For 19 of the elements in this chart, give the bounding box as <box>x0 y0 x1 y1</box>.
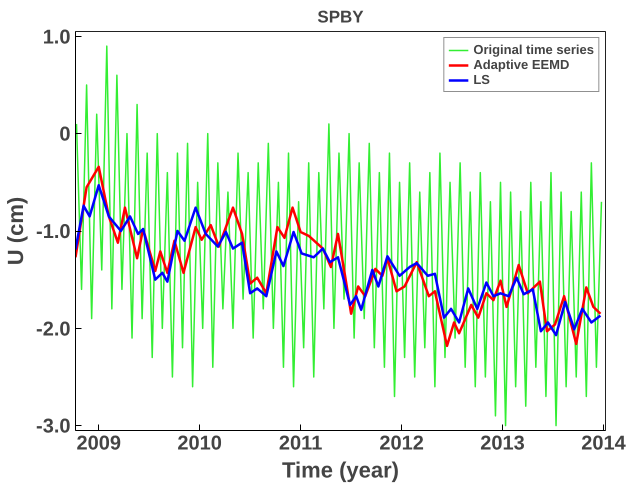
legend-label: Original time series <box>473 42 594 57</box>
x-tick-label: 2011 <box>278 432 322 454</box>
chart-title: SPBY <box>317 8 364 26</box>
x-tick-label: 2012 <box>379 432 424 454</box>
y-tick-label: -3.0 <box>36 416 71 438</box>
x-tick-label: 2010 <box>177 432 222 454</box>
y-tick-label: -2.0 <box>36 318 71 340</box>
y-tick-label: 0 <box>59 124 70 146</box>
x-axis-title: Time (year) <box>282 458 399 482</box>
legend-label: Adaptive EEMD <box>473 57 570 72</box>
y-tick-label: 1.0 <box>42 26 71 48</box>
x-tick-label: 2013 <box>480 432 525 454</box>
line-series <box>76 45 602 426</box>
line-series <box>76 184 602 336</box>
x-tick-label: 2009 <box>76 432 121 454</box>
y-tick-label: -1.0 <box>36 221 71 243</box>
legend-label: LS <box>473 72 491 87</box>
x-tick-label: 2014 <box>581 432 627 454</box>
y-axis-title: U (cm) <box>3 196 28 266</box>
